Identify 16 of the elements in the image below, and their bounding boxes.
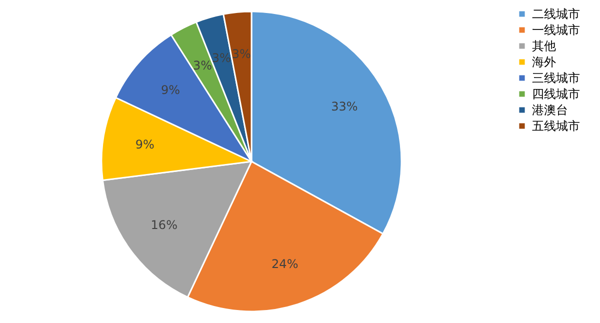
data-label: 9%: [160, 83, 180, 98]
data-label: 3%: [192, 58, 212, 72]
data-label: 24%: [272, 257, 298, 272]
data-label: 9%: [135, 138, 154, 152]
data-label: 3%: [212, 50, 231, 65]
legend-label: 五线城市: [532, 119, 580, 133]
data-label: 33%: [331, 100, 358, 114]
data-label: 16%: [150, 218, 178, 232]
legend-label: 二线城市: [532, 7, 580, 21]
legend-label: 港澳台: [532, 103, 568, 117]
legend-label: 海外: [532, 55, 556, 69]
legend-label: 三线城市: [532, 71, 580, 85]
legend-label: 一线城市: [532, 23, 580, 37]
legend-label: 四线城市: [532, 87, 580, 101]
legend-label: 其他: [532, 39, 556, 53]
data-label: 3%: [232, 46, 251, 61]
